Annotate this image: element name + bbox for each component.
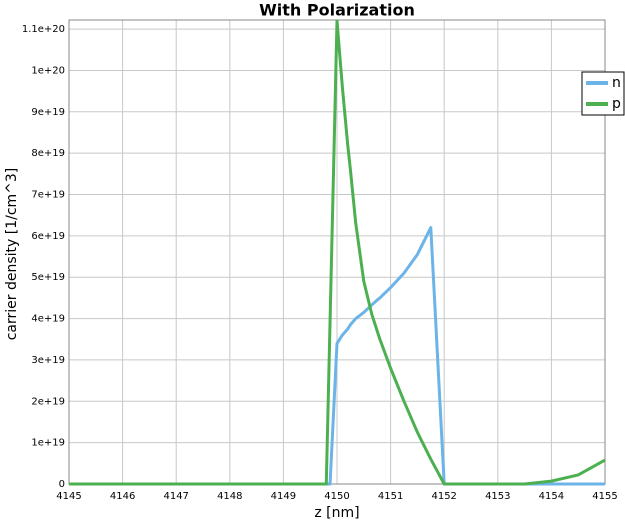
y-tick-label: 4e+19 [31,314,65,325]
legend-box [581,71,625,116]
y-tick-label: 0 [59,479,65,490]
x-tick-label: 4155 [592,491,617,502]
x-axis-label: z [nm] [314,505,359,521]
y-tick-label: 1e+19 [31,438,65,449]
y-axis-label: carrier density [1/cm^3] [4,168,20,341]
y-tick-label: 8e+19 [31,148,65,159]
y-tick-label: 1.1e+20 [22,24,65,35]
x-tick-label: 4153 [485,491,510,502]
chart-title: With Polarization [259,1,415,20]
x-tick-label: 4145 [56,491,81,502]
y-tick-label: 6e+19 [31,231,65,242]
legend-label: p [612,96,621,112]
y-tick-label: 1e+20 [31,65,65,76]
y-tick-label: 9e+19 [31,107,65,118]
x-tick-label: 4152 [431,491,456,502]
y-tick-label: 5e+19 [31,272,65,283]
x-tick-label: 4149 [271,491,296,502]
x-tick-label: 4151 [378,491,403,502]
line-series [69,19,606,486]
y-tick-label: 7e+19 [31,190,65,201]
x-tick-label: 4147 [163,491,188,502]
y-tick-label: 2e+19 [31,396,65,407]
x-tick-label: 4148 [217,491,242,502]
legend-label: n [612,75,621,91]
x-tick-label: 4150 [324,491,349,502]
x-tick-label: 4154 [539,491,564,502]
y-tick-label: 3e+19 [31,355,65,366]
x-tick-label: 4146 [110,491,135,502]
